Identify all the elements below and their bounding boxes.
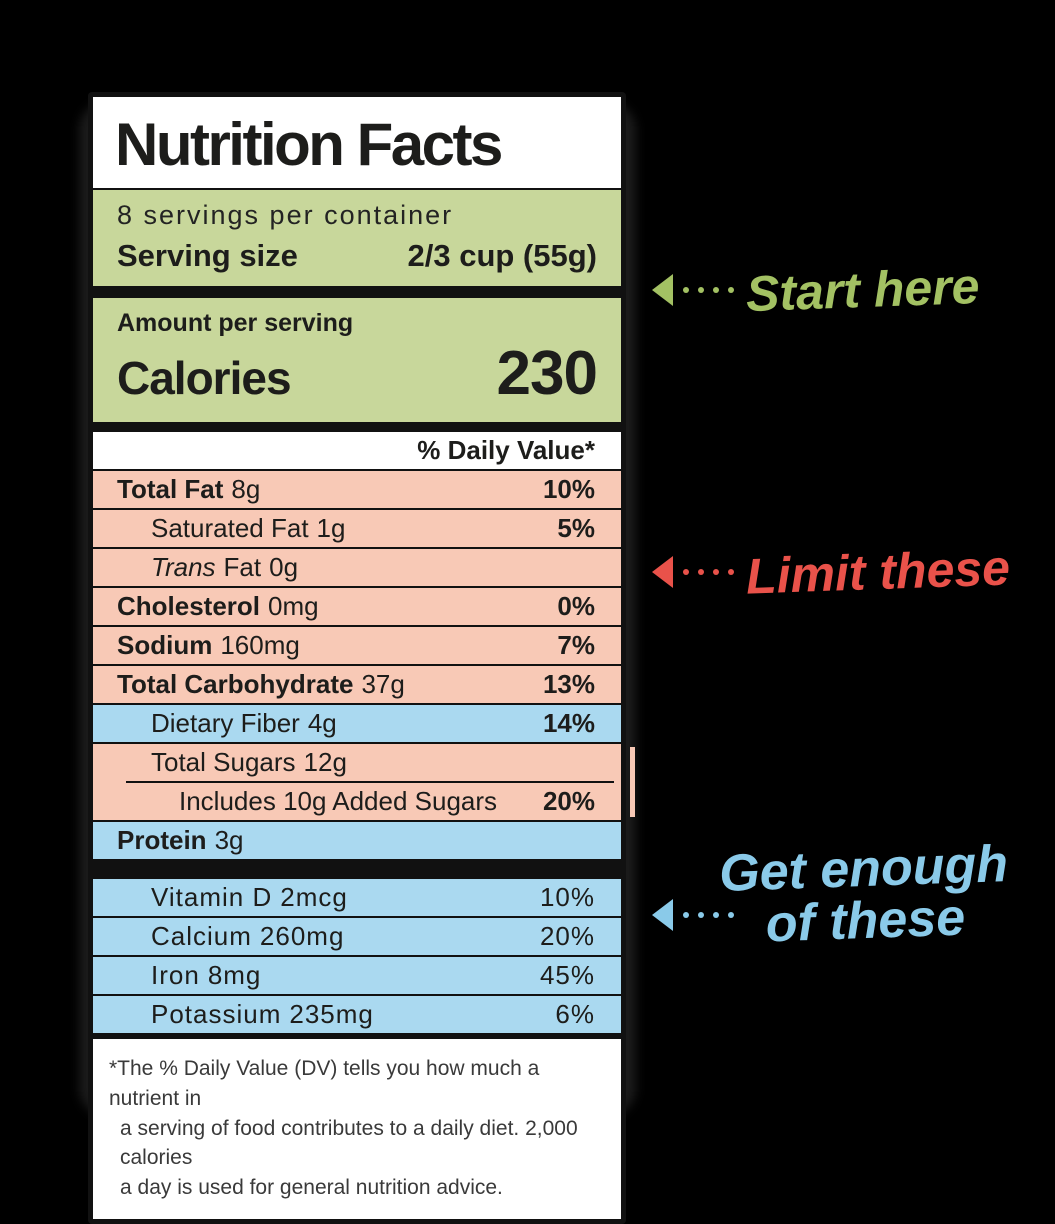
daily-value-header: % Daily Value* xyxy=(93,432,621,469)
amount-per-serving-label: Amount per serving xyxy=(117,309,354,337)
nutrient-name: Protein 3g xyxy=(117,825,244,855)
get-enough-annotation-arrow xyxy=(652,899,746,931)
nutrient-dv: 14% xyxy=(542,708,595,738)
vitamin-row-potassium: Potassium 235mg 6% xyxy=(93,996,621,1033)
limit-these-text: Limit these xyxy=(745,539,1011,605)
vitamin-name: Iron 8mg xyxy=(151,960,262,990)
calories-value: 230 xyxy=(496,339,598,408)
calories-section: Amount per serving Calories 230 xyxy=(93,298,621,422)
vitamin-row-iron: Iron 8mg 45% xyxy=(93,957,621,994)
nutrient-name: Cholesterol 0mg xyxy=(117,591,319,621)
get-enough-dotted-trail xyxy=(683,912,734,918)
start-here-annotation: Start here xyxy=(652,258,980,322)
vitamin-name: Potassium 235mg xyxy=(151,999,374,1029)
vitamin-dv: 20% xyxy=(539,921,595,951)
sugars-divider-line xyxy=(126,781,614,783)
nutrient-name: Dietary Fiber 4g xyxy=(151,708,337,738)
vitamin-dv: 6% xyxy=(555,999,595,1029)
label-title: Nutrition Facts xyxy=(115,111,503,178)
serving-info-section: 8 servings per container Serving size 2/… xyxy=(93,190,621,286)
nutrient-row-total-sugars: Total Sugars 12g xyxy=(93,744,621,781)
label-header: Nutrition Facts xyxy=(93,97,621,188)
servings-per-container: 8 servings per container xyxy=(117,200,454,230)
get-enough-arrow-icon xyxy=(652,899,673,931)
nutrient-row-dietary-fiber: Dietary Fiber 4g 14% xyxy=(93,705,621,742)
footnote-section: *The % Daily Value (DV) tells you how mu… xyxy=(93,1039,621,1220)
serving-size-row: Serving size 2/3 cup (55g) xyxy=(117,238,597,274)
get-enough-annotation-text: Get enough of these xyxy=(710,834,1018,953)
sugars-highlight-overhang xyxy=(630,747,635,817)
footnote-line: a day is used for general nutrition advi… xyxy=(120,1176,503,1200)
vitamin-name: Calcium 260mg xyxy=(151,921,345,951)
serving-size-label: Serving size xyxy=(117,238,298,273)
nutrient-dv: 20% xyxy=(542,786,595,816)
nutrient-dv: 5% xyxy=(557,513,595,543)
get-enough-line1: Get enough xyxy=(718,834,1009,904)
start-here-arrow-icon xyxy=(652,274,673,306)
nutrient-dv: 10% xyxy=(542,474,595,504)
limit-these-arrow-icon xyxy=(652,556,673,588)
start-here-text: Start here xyxy=(745,257,981,323)
vitamin-dv: 10% xyxy=(539,882,595,912)
nutrient-row-total-carbohydrate: Total Carbohydrate 37g 13% xyxy=(93,666,621,703)
nutrient-name: Sodium 160mg xyxy=(117,630,300,660)
nutrient-dv: 7% xyxy=(557,630,595,660)
serving-size-value: 2/3 cup (55g) xyxy=(407,238,598,273)
footnote-line: a serving of food contributes to a daily… xyxy=(120,1116,578,1170)
nutrient-name: Total Fat 8g xyxy=(117,474,261,504)
nutrient-dv: 13% xyxy=(542,669,595,699)
start-here-dotted-trail xyxy=(683,287,734,293)
nutrient-name: Total Sugars 12g xyxy=(151,747,347,777)
vitamin-name: Vitamin D 2mcg xyxy=(151,882,348,912)
nutrient-row-added-sugars: Includes 10g Added Sugars 20% xyxy=(93,783,621,820)
nutrient-name: Total Carbohydrate 37g xyxy=(117,669,405,699)
nutrition-facts-label: Nutrition Facts 8 servings per container… xyxy=(88,92,635,1224)
nutrient-row-cholesterol: Cholesterol 0mg 0% xyxy=(93,588,621,625)
nutrient-name: Trans Fat 0g xyxy=(151,552,299,582)
footnote-line: *The % Daily Value (DV) tells you how mu… xyxy=(109,1057,540,1110)
vitamins-section: Vitamin D 2mcg 10% Calcium 260mg 20% Iro… xyxy=(93,879,621,1033)
nutrient-row-saturated-fat: Saturated Fat 1g 5% xyxy=(93,510,621,547)
nutrient-row-protein: Protein 3g xyxy=(93,822,621,859)
nutrient-dv: 0% xyxy=(557,591,595,621)
limit-these-dotted-trail xyxy=(683,569,734,575)
nutrient-name: Includes 10g Added Sugars xyxy=(179,786,498,816)
nutrient-name: Saturated Fat 1g xyxy=(151,513,346,543)
sugars-group: Total Sugars 12g Includes 10g Added Suga… xyxy=(93,744,635,820)
calories-label: Calories xyxy=(117,352,292,404)
calories-row: Calories 230 xyxy=(117,338,598,409)
limit-these-annotation: Limit these xyxy=(652,539,1011,605)
nutrient-row-total-fat: Total Fat 8g 10% xyxy=(93,471,621,508)
vitamin-row-calcium: Calcium 260mg 20% xyxy=(93,918,621,955)
vitamin-row-vitamin-d: Vitamin D 2mcg 10% xyxy=(93,879,621,916)
nutrient-row-sodium: Sodium 160mg 7% xyxy=(93,627,621,664)
nutrient-row-trans-fat: Trans Fat 0g xyxy=(93,549,621,586)
vitamin-dv: 45% xyxy=(539,960,595,990)
